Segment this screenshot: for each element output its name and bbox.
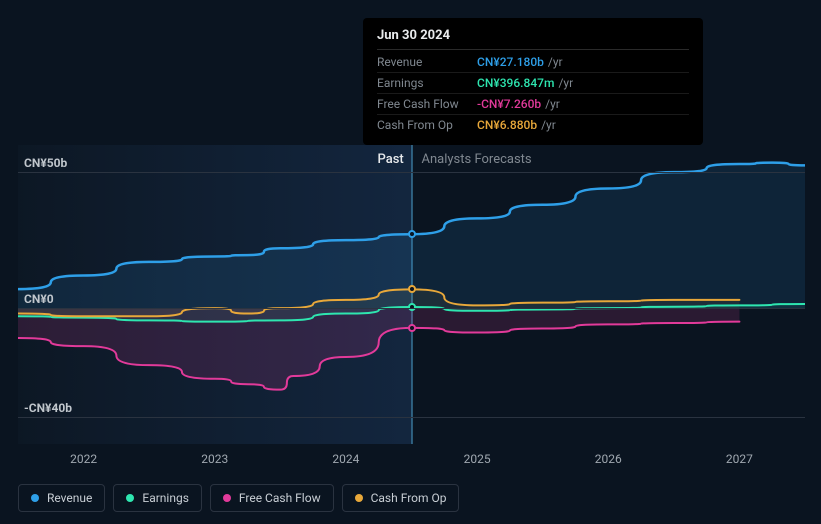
tooltip-row-value: -CN¥7.260b — [477, 97, 541, 111]
gridline — [18, 172, 805, 173]
tooltip-row-label: Earnings — [377, 76, 477, 90]
tooltip-row: Cash From OpCN¥6.880b/yr — [377, 115, 689, 135]
y-axis-label: CN¥50b — [24, 156, 67, 170]
tooltip-row-unit: /yr — [545, 97, 560, 111]
legend-label: Cash From Op — [371, 491, 447, 505]
legend-dot — [223, 494, 231, 502]
legend-dot — [355, 494, 363, 502]
legend-dot — [126, 494, 134, 502]
gridline — [18, 417, 805, 418]
gridline — [18, 308, 805, 309]
tooltip-row: EarningsCN¥396.847m/yr — [377, 73, 689, 94]
legend-item[interactable]: Cash From Op — [342, 484, 460, 512]
data-marker — [408, 230, 416, 238]
tooltip-row-value: CN¥6.880b — [477, 118, 537, 132]
tooltip-row: RevenueCN¥27.180b/yr — [377, 52, 689, 73]
chart-svg — [18, 145, 805, 444]
x-axis-label: 2025 — [464, 452, 491, 466]
tooltip-row-unit: /yr — [541, 118, 556, 132]
y-axis-label: CN¥0 — [24, 292, 54, 306]
tooltip-row-label: Free Cash Flow — [377, 97, 477, 111]
data-marker — [408, 303, 416, 311]
legend-item[interactable]: Free Cash Flow — [210, 484, 334, 512]
x-axis-label: 2024 — [332, 452, 359, 466]
tooltip-row-label: Cash From Op — [377, 118, 477, 132]
legend-label: Earnings — [142, 491, 189, 505]
x-axis-labels: 2022 2023 2024 2025 2026 2027 — [18, 452, 805, 470]
data-marker — [408, 324, 416, 332]
tooltip-row: Free Cash Flow-CN¥7.260b/yr — [377, 94, 689, 115]
legend-item[interactable]: Revenue — [18, 484, 105, 512]
legend-dot — [31, 494, 39, 502]
tooltip: Jun 30 2024 RevenueCN¥27.180b/yrEarnings… — [363, 18, 703, 145]
legend-item[interactable]: Earnings — [113, 484, 202, 512]
tooltip-row-unit: /yr — [558, 76, 573, 90]
plot-area — [18, 145, 805, 444]
tooltip-row-value: CN¥396.847m — [477, 76, 554, 90]
legend-label: Free Cash Flow — [239, 491, 321, 505]
forecast-label: Analysts Forecasts — [422, 152, 532, 167]
legend-label: Revenue — [47, 491, 92, 505]
tooltip-row-value: CN¥27.180b — [477, 55, 544, 69]
data-marker — [408, 285, 416, 293]
legend: Revenue Earnings Free Cash Flow Cash From O… — [18, 484, 459, 512]
tooltip-title: Jun 30 2024 — [377, 28, 689, 50]
y-axis-label: -CN¥40b — [24, 401, 72, 415]
x-axis-label: 2023 — [201, 452, 228, 466]
tooltip-row-unit: /yr — [548, 55, 563, 69]
x-axis-label: 2026 — [595, 452, 622, 466]
x-axis-label: 2022 — [70, 452, 97, 466]
past-label: Past — [378, 152, 404, 167]
tooltip-row-label: Revenue — [377, 55, 477, 69]
x-axis-label: 2027 — [726, 452, 753, 466]
